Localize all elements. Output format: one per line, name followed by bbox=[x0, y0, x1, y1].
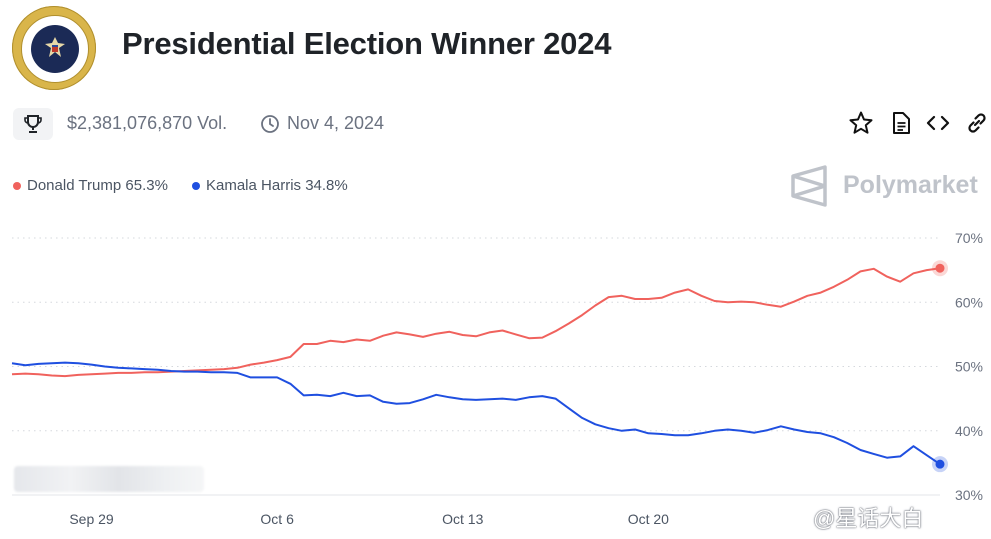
endpoint-dot-donald-trump bbox=[935, 263, 945, 273]
star-icon[interactable] bbox=[848, 110, 874, 136]
redacted-area bbox=[14, 466, 204, 492]
y-tick-label: 50% bbox=[955, 359, 983, 375]
legend-dot-trump bbox=[13, 181, 21, 190]
series-line-donald-trump[interactable] bbox=[11, 267, 941, 378]
x-tick-label: Sep 29 bbox=[69, 511, 114, 527]
clock-icon bbox=[261, 115, 279, 133]
x-tick-label: Oct 20 bbox=[628, 511, 669, 527]
legend-dot-harris bbox=[192, 181, 200, 190]
volume-value: $2,381,076,870 Vol. bbox=[67, 113, 228, 133]
end-date: Nov 4, 2024 bbox=[287, 113, 385, 133]
polymarket-logo-icon bbox=[791, 165, 827, 207]
page-title: Presidential Election Winner 2024 bbox=[122, 26, 612, 61]
y-tick-label: 60% bbox=[955, 294, 983, 310]
watermark: @星话大白 bbox=[813, 506, 924, 531]
legend-label-trump: Donald Trump 65.3% bbox=[27, 177, 168, 194]
y-tick-label: 40% bbox=[955, 423, 983, 439]
legend-item-harris[interactable]: Kamala Harris 34.8% bbox=[192, 177, 348, 194]
y-tick-label: 70% bbox=[955, 230, 983, 246]
legend-item-trump[interactable]: Donald Trump 65.3% bbox=[13, 177, 168, 194]
link-icon[interactable] bbox=[964, 110, 990, 136]
trophy-icon bbox=[24, 115, 42, 133]
presidential-seal-logo bbox=[12, 6, 96, 90]
x-tick-label: Oct 6 bbox=[260, 511, 294, 527]
document-icon[interactable] bbox=[888, 110, 914, 136]
y-tick-label: 30% bbox=[955, 487, 983, 503]
embed-code-icon[interactable] bbox=[925, 110, 951, 136]
polymarket-brand: Polymarket bbox=[843, 171, 978, 199]
series-line-kamala-harris[interactable] bbox=[11, 361, 941, 466]
x-tick-label: Oct 13 bbox=[442, 511, 483, 527]
eagle-icon bbox=[45, 37, 65, 57]
endpoint-dot-kamala-harris bbox=[935, 459, 945, 469]
seal-ring bbox=[21, 15, 89, 83]
seal-center bbox=[31, 25, 79, 73]
legend-label-harris: Kamala Harris 34.8% bbox=[206, 177, 348, 194]
market-type-badge bbox=[13, 108, 53, 140]
price-chart[interactable]: Sep 29 Oct 6 Oct 13 Oct 20 70% 60% 50% 40% 30% bbox=[0, 220, 991, 539]
